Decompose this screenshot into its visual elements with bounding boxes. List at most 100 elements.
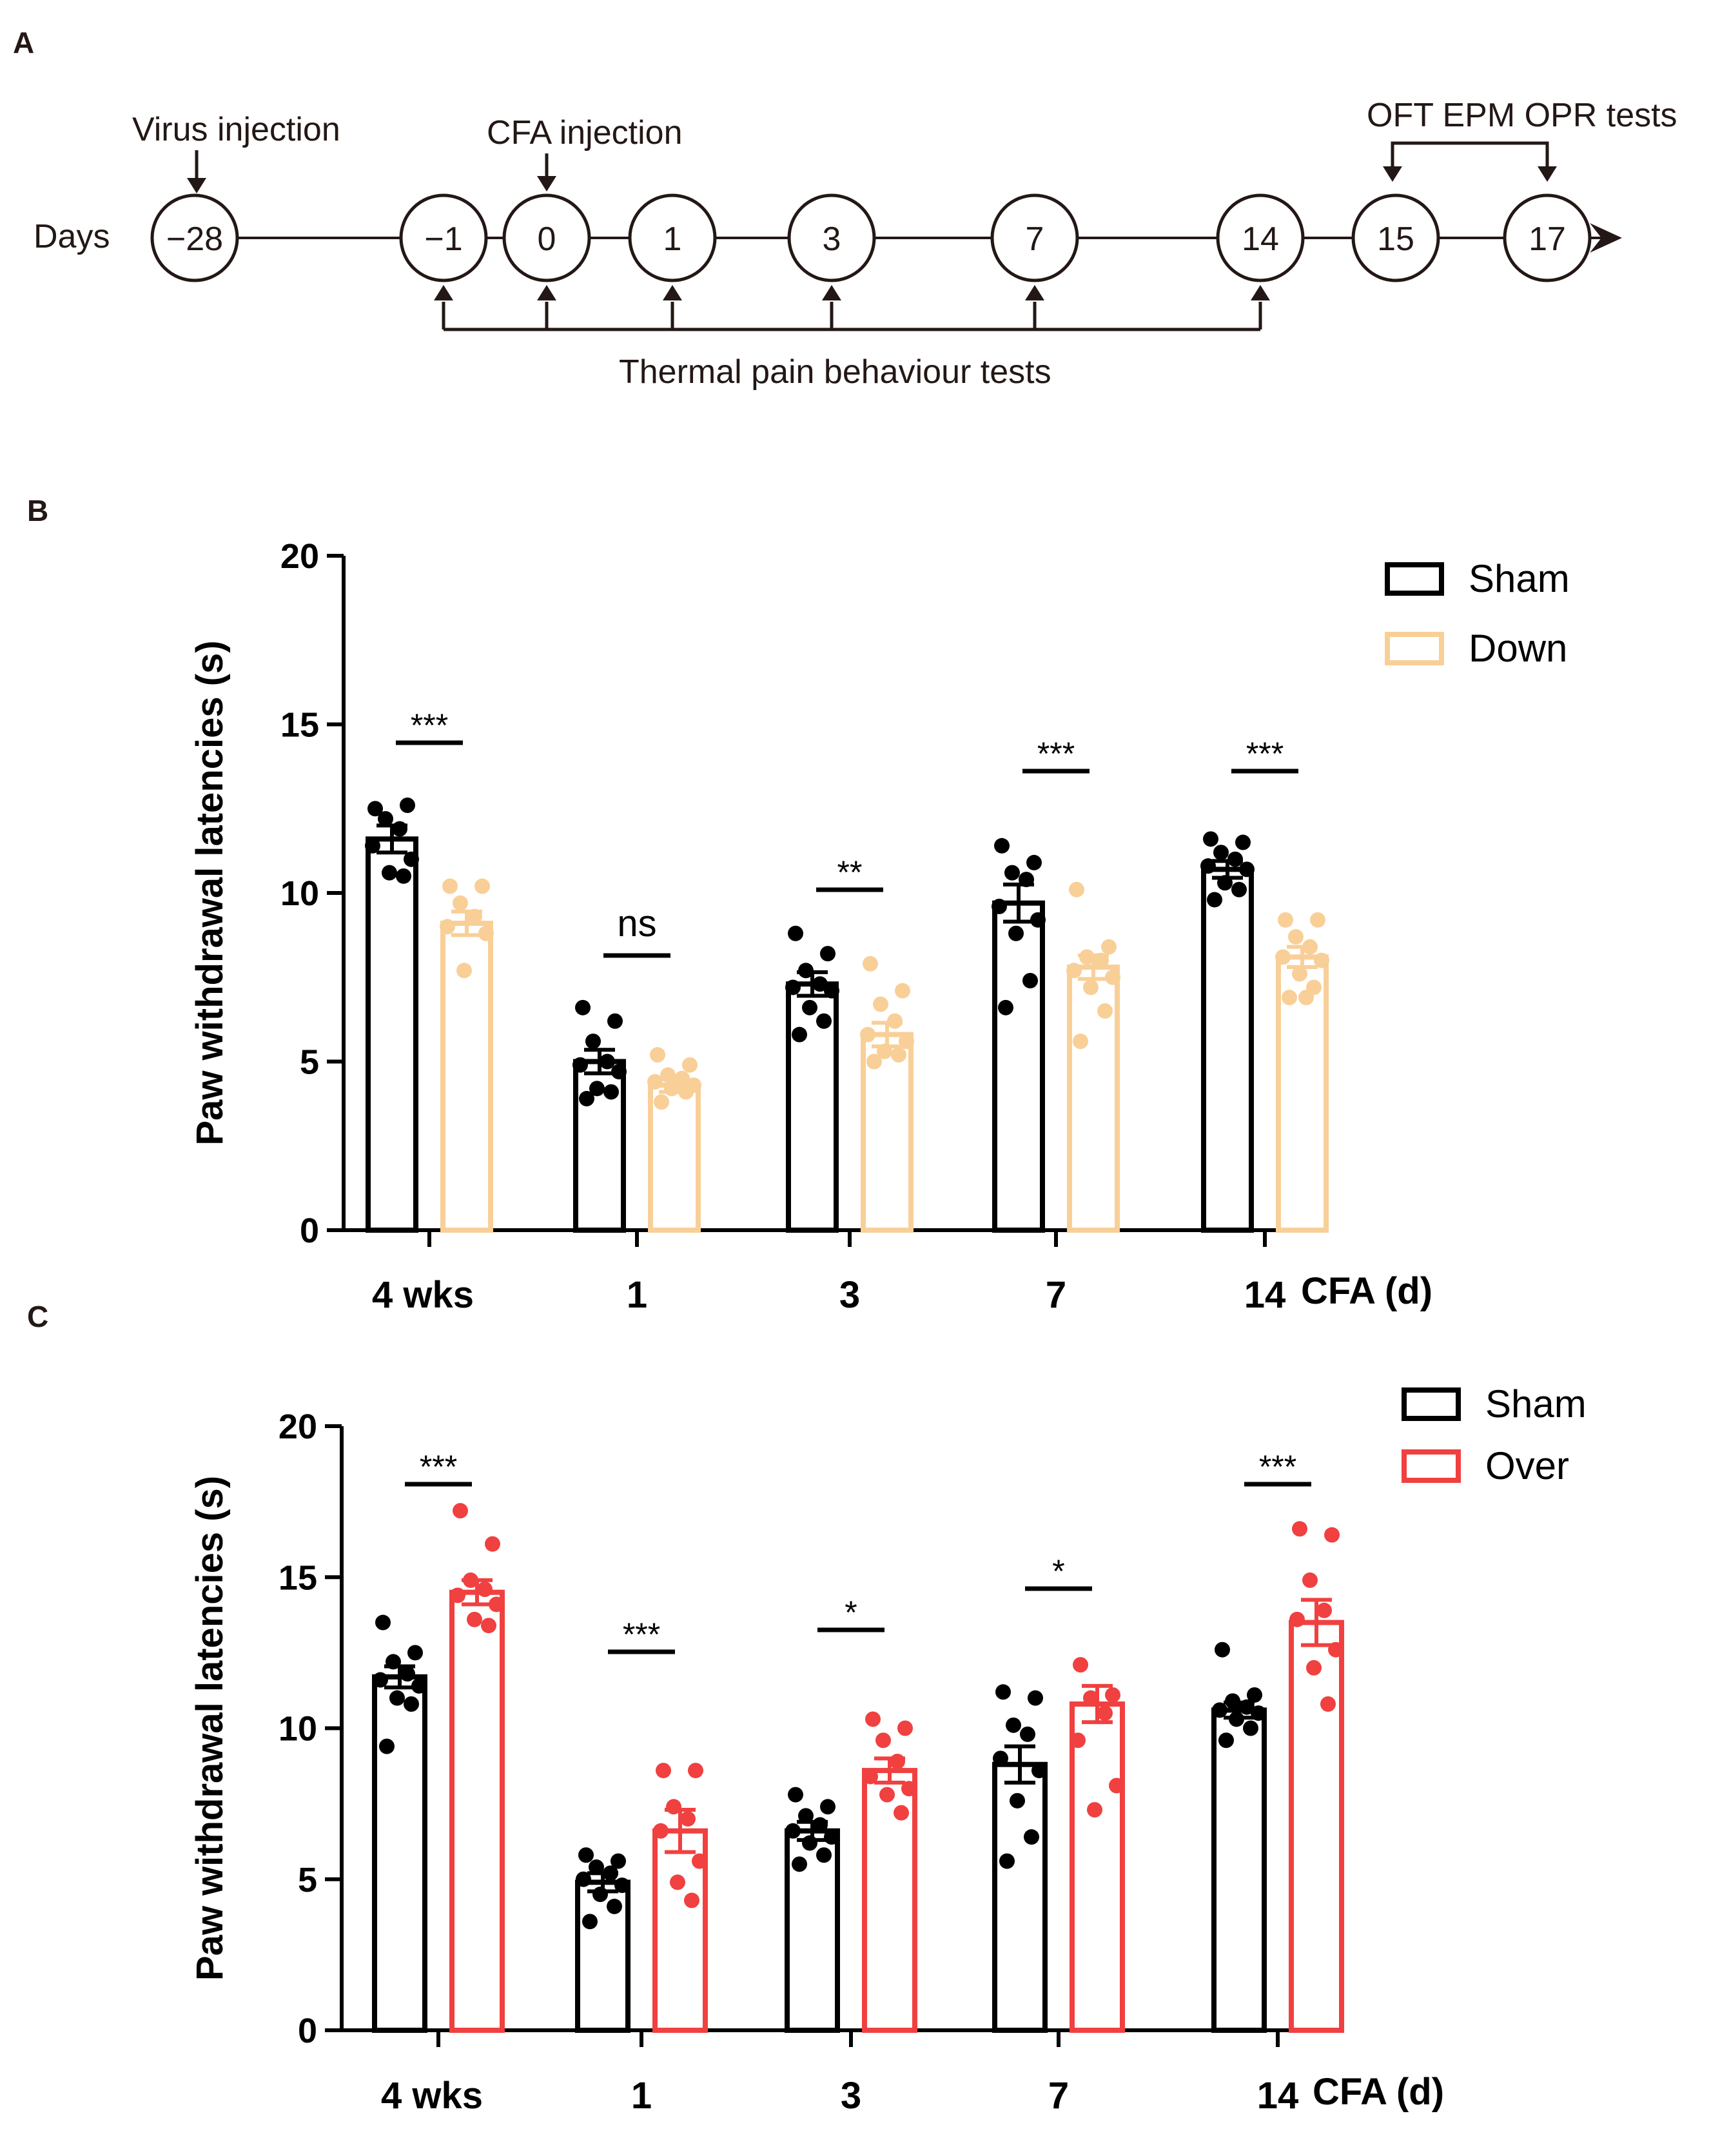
data-point — [798, 1808, 814, 1824]
data-point — [1292, 966, 1307, 982]
behaviour-tests-label: OFT EPM OPR tests — [1367, 97, 1677, 134]
data-point — [1109, 1778, 1124, 1794]
data-point — [670, 1874, 685, 1890]
significance-label: * — [845, 1594, 857, 1631]
thermal-arrowhead-icon — [1025, 285, 1044, 300]
data-point — [1278, 912, 1293, 928]
data-point — [1243, 1720, 1258, 1736]
significance-label: *** — [623, 1616, 660, 1652]
data-point — [467, 908, 482, 925]
x-tick-label: 1 — [631, 2075, 652, 2117]
y-tick-label: 0 — [298, 2012, 317, 2050]
data-point — [453, 895, 468, 911]
cfa-arrowhead-icon — [537, 176, 556, 191]
legend-swatch-sham — [1385, 562, 1444, 596]
data-point — [1101, 939, 1117, 955]
data-point — [1020, 1726, 1035, 1742]
timeline-panel: A Days −28 −1 0 1 3 7 14 15 17 Virus injection C… — [13, 26, 1677, 391]
data-point — [1031, 1763, 1047, 1779]
y-tick-label: 10 — [280, 874, 319, 913]
data-point — [873, 996, 888, 1012]
significance-label: *** — [1259, 1449, 1296, 1485]
data-point — [1069, 881, 1084, 897]
data-point — [1066, 963, 1082, 979]
data-point — [1227, 851, 1243, 867]
data-point — [995, 1684, 1011, 1700]
data-point — [999, 1853, 1015, 1869]
data-point — [576, 1871, 591, 1887]
data-point — [901, 1781, 917, 1797]
data-point — [879, 1787, 895, 1803]
data-point — [653, 1823, 669, 1839]
y-tick-label: 5 — [298, 1861, 317, 1899]
data-point — [998, 999, 1013, 1015]
data-point — [453, 1503, 468, 1519]
data-point — [1292, 1521, 1307, 1537]
data-point — [1207, 892, 1222, 908]
timeline-node-circle — [990, 193, 1079, 282]
x-tick-label: 1 — [627, 1274, 647, 1316]
panel-letter-c: C — [27, 1300, 48, 1333]
data-point — [611, 1853, 626, 1869]
legend-label-over: Over — [1485, 1444, 1569, 1487]
panel-letter-b: B — [27, 494, 48, 527]
data-point — [1288, 928, 1304, 945]
data-point — [1087, 1801, 1102, 1818]
data-point — [1200, 858, 1216, 874]
data-point — [1097, 1003, 1113, 1019]
data-point — [375, 1614, 391, 1631]
data-point — [788, 925, 803, 941]
x-tick-label: 3 — [841, 2075, 861, 2117]
data-point — [816, 1847, 832, 1863]
data-point — [1218, 1732, 1234, 1749]
y-axis-label: Paw withdrawal latencies (s) — [189, 1476, 231, 1981]
y-tick-label: 20 — [279, 1407, 317, 1446]
tests-arrowhead-right-icon — [1538, 166, 1557, 182]
days-label: Days — [34, 218, 110, 255]
data-point — [481, 1618, 496, 1634]
data-point — [1229, 1711, 1244, 1727]
bar-sham — [992, 900, 1045, 1233]
data-point — [456, 963, 472, 979]
data-point — [367, 801, 383, 817]
data-point — [824, 1829, 839, 1845]
data-point — [1203, 831, 1218, 847]
legend-swatch-sham — [1402, 1387, 1461, 1421]
data-point — [692, 1853, 707, 1869]
data-point — [382, 865, 397, 881]
significance-label: *** — [1037, 736, 1075, 772]
significance-label: *** — [411, 707, 448, 743]
data-point — [1079, 949, 1095, 965]
data-point — [389, 1690, 405, 1706]
data-point — [785, 1823, 801, 1839]
timeline-node-label: −1 — [424, 220, 462, 258]
data-point — [467, 1611, 482, 1627]
data-point — [378, 810, 393, 827]
data-point — [404, 851, 419, 867]
data-point — [1328, 1642, 1344, 1658]
data-point — [785, 979, 801, 995]
data-point — [1275, 949, 1291, 965]
data-point — [654, 1094, 669, 1110]
data-point — [647, 1073, 663, 1090]
data-point — [386, 1654, 401, 1670]
data-point — [589, 1081, 605, 1097]
timeline-node-circle — [1351, 193, 1440, 282]
thermal-arrowhead-icon — [822, 285, 841, 300]
significance-label: *** — [420, 1449, 457, 1485]
data-point — [1320, 1696, 1336, 1712]
data-point — [863, 956, 878, 972]
chart-c: 0 5 10 15 20 Paw withdrawal latencies (s) 4 wk… — [189, 1382, 1587, 2117]
cfa-injection-label: CFA injection — [487, 114, 683, 152]
data-point — [373, 1672, 388, 1688]
data-point — [877, 1043, 892, 1059]
data-point — [899, 1034, 914, 1050]
data-point — [400, 1666, 415, 1682]
data-point — [1235, 834, 1251, 850]
data-point — [442, 878, 458, 894]
chart-b: 0 5 10 15 20 Paw withdrawal latencies (s) 4 wk… — [189, 537, 1570, 1316]
data-point — [1316, 1602, 1332, 1618]
data-point — [1008, 925, 1024, 941]
data-point — [1030, 912, 1046, 928]
timeline-node-circle — [502, 193, 591, 282]
